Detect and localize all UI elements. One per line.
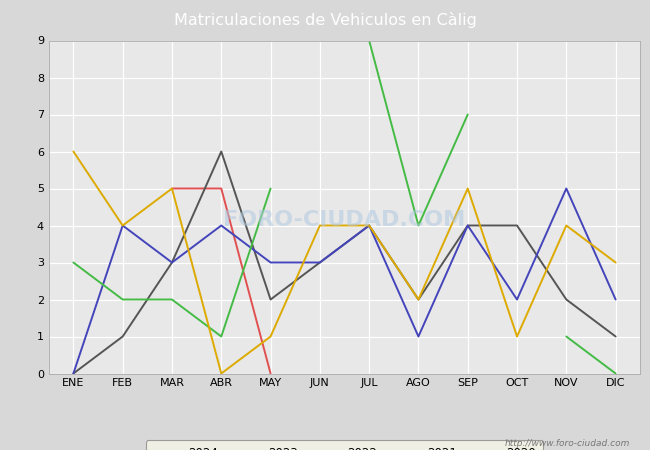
Legend: 2024, 2023, 2022, 2021, 2020: 2024, 2023, 2022, 2021, 2020 <box>146 441 543 450</box>
Text: Matriculaciones de Vehiculos en Càlig: Matriculaciones de Vehiculos en Càlig <box>174 12 476 28</box>
Text: FORO-CIUDAD.COM: FORO-CIUDAD.COM <box>224 210 465 230</box>
Text: http://www.foro-ciudad.com: http://www.foro-ciudad.com <box>505 439 630 448</box>
